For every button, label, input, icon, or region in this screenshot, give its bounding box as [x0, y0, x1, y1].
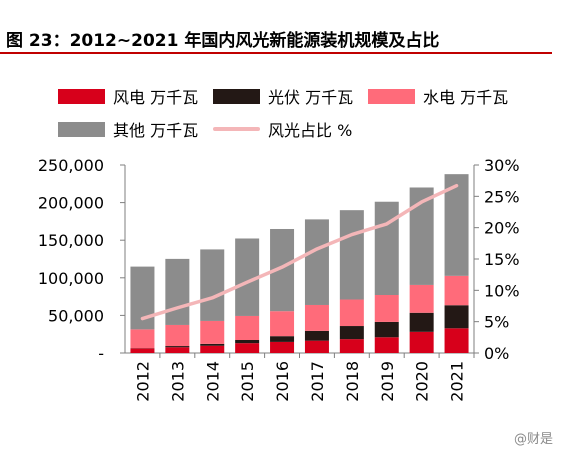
bar-solar-2014 [200, 343, 225, 346]
legend-label-hydro: 水电 万千瓦 [423, 88, 509, 107]
bar-hydro-2016 [270, 311, 295, 337]
x-tick-label: 2020 [413, 361, 432, 402]
x-tick-label: 2019 [378, 361, 397, 402]
bar-wind-2017 [304, 340, 329, 353]
bar-solar-2013 [165, 346, 190, 348]
legend-label-solar: 光伏 万千瓦 [268, 88, 354, 107]
bar-wind-2013 [165, 347, 190, 353]
y-left-tick-label: 200,000 [38, 194, 104, 213]
y-right-tick-label: 15% [484, 250, 520, 269]
legend-item-solar: 光伏 万千瓦 [213, 84, 353, 108]
x-tick-label: 2018 [343, 361, 362, 402]
x-tick-label: 2012 [133, 361, 152, 402]
y-right-tick-label: 20% [484, 219, 520, 238]
bar-hydro-2014 [200, 320, 225, 344]
bar-solar-2020 [409, 312, 434, 332]
bar-hydro-2012 [130, 329, 155, 349]
bar-hydro-2013 [165, 324, 190, 347]
bar-hydro-2018 [339, 299, 364, 327]
bar-wind-2018 [339, 339, 364, 353]
title-divider [0, 52, 552, 54]
y-left-tick-label: 100,000 [38, 269, 104, 288]
x-tick-label: 2021 [448, 361, 467, 402]
bar-hydro-2015 [235, 315, 260, 340]
bar-other-2018 [339, 210, 364, 300]
legend-item-wind: 风电 万千瓦 [58, 84, 198, 108]
y-left-tick-label: - [98, 344, 104, 363]
legend-item-hydro: 水电 万千瓦 [368, 84, 508, 108]
x-tick-label: 2015 [238, 361, 257, 402]
legend-label-share: 风光占比 % [268, 121, 353, 140]
x-tick-label: 2017 [308, 361, 327, 402]
y-right-tick-label: 0% [484, 344, 509, 363]
bar-other-2019 [374, 201, 399, 295]
bar-hydro-2019 [374, 294, 399, 322]
legend-label-other: 其他 万千瓦 [113, 121, 199, 140]
bar-wind-2021 [444, 328, 469, 353]
bar-solar-2017 [304, 330, 329, 341]
legend-swatch-hydro [368, 88, 415, 104]
bar-other-2014 [200, 249, 225, 321]
y-left-tick-label: 150,000 [38, 231, 104, 250]
y-right-tick-label: 30% [484, 156, 520, 175]
y-right-tick-label: 25% [484, 187, 520, 206]
x-tick-label: 2013 [168, 361, 187, 402]
x-tick-label: 2014 [203, 361, 222, 402]
bar-other-2017 [304, 219, 329, 305]
bar-solar-2018 [339, 326, 364, 340]
legend-item-share: 风光占比 % [213, 117, 352, 141]
y-right-tick-label: 5% [484, 313, 509, 332]
series-line-share [140, 183, 459, 321]
bar-wind-2016 [270, 341, 295, 353]
bar-wind-2014 [200, 345, 225, 353]
bar-solar-2015 [235, 339, 260, 344]
legend-line-share [213, 127, 260, 131]
legend-label-wind: 风电 万千瓦 [113, 88, 199, 107]
bar-other-2013 [165, 258, 190, 325]
bar-wind-2012 [130, 348, 155, 353]
bar-hydro-2020 [409, 284, 434, 313]
bar-wind-2020 [409, 331, 434, 353]
bar-solar-2016 [270, 336, 295, 342]
legend-swatch-solar [213, 88, 260, 104]
legend-swatch-other [58, 121, 105, 137]
x-tick-label: 2016 [273, 361, 292, 402]
watermark: @财是 [513, 432, 553, 447]
y-left-tick-label: 250,000 [38, 156, 104, 175]
bar-solar-2019 [374, 321, 399, 338]
bar-wind-2019 [374, 337, 399, 353]
legend-swatch-wind [58, 88, 105, 104]
y-left-tick-label: 50,000 [48, 306, 104, 325]
bar-wind-2015 [235, 343, 260, 353]
y-right-tick-label: 10% [484, 281, 520, 300]
bar-solar-2021 [444, 305, 469, 329]
bar-hydro-2017 [304, 304, 329, 331]
figure-title: 图 23：2012~2021 年国内风光新能源装机规模及占比 [6, 31, 440, 51]
bar-hydro-2021 [444, 275, 469, 306]
legend-item-other: 其他 万千瓦 [58, 117, 198, 141]
